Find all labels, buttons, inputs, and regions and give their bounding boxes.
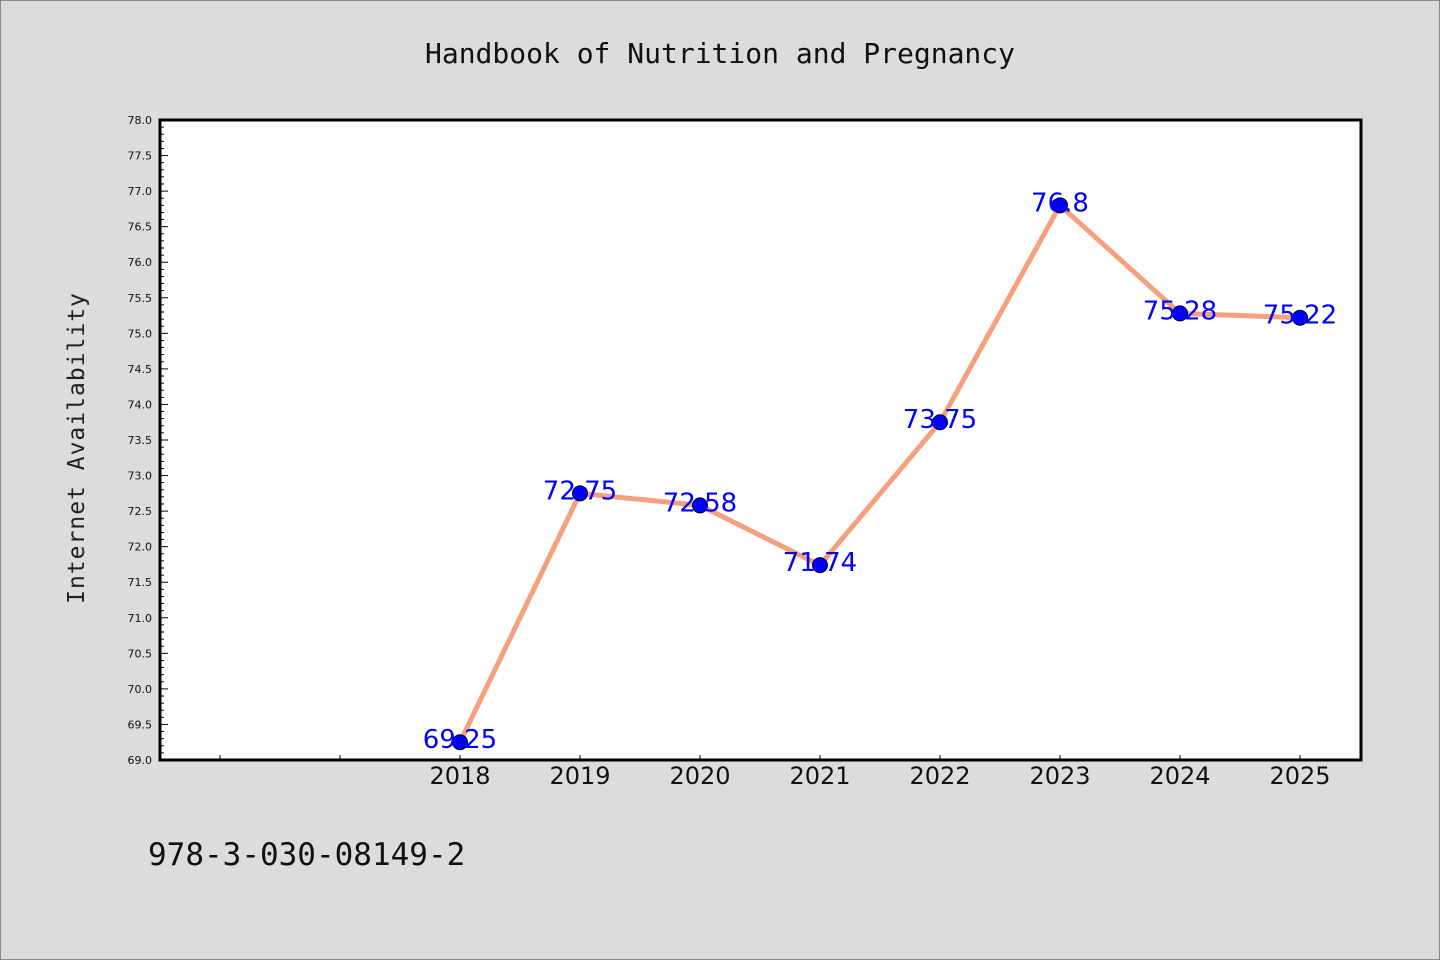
data-point bbox=[932, 414, 948, 431]
x-tick-label: 2019 bbox=[549, 762, 610, 790]
data-point bbox=[692, 497, 708, 514]
x-tick-label: 2023 bbox=[1029, 762, 1090, 790]
y-tick-label: 72.0 bbox=[128, 541, 153, 554]
data-label: 69.25 bbox=[423, 725, 497, 755]
y-tick-label: 74.5 bbox=[128, 363, 153, 376]
data-label: 73.75 bbox=[903, 405, 977, 435]
x-tick-label: 2022 bbox=[909, 762, 970, 790]
series-line bbox=[457, 202, 1303, 745]
y-tick-label: 69.0 bbox=[128, 754, 153, 767]
y-tick-label: 78.0 bbox=[128, 114, 153, 127]
y-tick-label: 71.5 bbox=[128, 576, 153, 589]
data-point bbox=[812, 557, 828, 574]
plot-area bbox=[158, 118, 1363, 762]
series-layer bbox=[452, 197, 1308, 751]
x-tick-label: 2020 bbox=[669, 762, 730, 790]
y-tick-label: 76.5 bbox=[128, 221, 153, 234]
data-label: 75.28 bbox=[1143, 296, 1217, 326]
x-tick-label: 2024 bbox=[1149, 762, 1210, 790]
x-tick-label: 2021 bbox=[789, 762, 850, 790]
y-tick-label: 71.0 bbox=[128, 612, 153, 625]
data-label: 72.75 bbox=[543, 476, 617, 506]
y-axis-label: Internet Availability bbox=[64, 292, 90, 604]
chart-title: Handbook of Nutrition and Pregnancy bbox=[425, 37, 1015, 70]
y-tick-label: 69.5 bbox=[128, 718, 153, 731]
axis-ticks: 69.0 69.5 70.0 70.5 71.0 71.5 72.0 72.5 73.0 73.5… bbox=[128, 114, 1331, 790]
y-tick-label: 72.5 bbox=[128, 505, 153, 518]
data-point bbox=[1292, 309, 1308, 326]
isbn-footer: 978-3-030-08149-2 bbox=[148, 837, 465, 873]
x-tick-label: 2025 bbox=[1269, 762, 1330, 790]
data-point bbox=[1052, 197, 1068, 214]
data-point bbox=[452, 734, 468, 751]
data-point bbox=[1172, 305, 1188, 322]
y-tick-label: 75.0 bbox=[128, 327, 153, 340]
data-label: 72.58 bbox=[663, 488, 737, 518]
data-label: 71.74 bbox=[783, 548, 857, 578]
data-point bbox=[572, 485, 588, 502]
y-tick-label: 70.5 bbox=[128, 647, 153, 660]
data-label: 76.8 bbox=[1031, 188, 1089, 218]
x-tick-label: 2018 bbox=[429, 762, 490, 790]
y-tick-label: 73.5 bbox=[128, 434, 153, 447]
y-tick-label: 74.0 bbox=[128, 398, 153, 411]
y-tick-label: 77.0 bbox=[128, 185, 153, 198]
data-labels: 69.25 72.75 72.58 71.74 73.75 76.8 75.28 75.22 bbox=[423, 188, 1337, 755]
data-label: 75.22 bbox=[1263, 301, 1337, 331]
y-tick-label: 76.0 bbox=[128, 256, 153, 269]
y-tick-label: 77.5 bbox=[128, 150, 153, 163]
y-tick-label: 73.0 bbox=[128, 470, 153, 483]
y-tick-label: 75.5 bbox=[128, 292, 153, 305]
y-tick-label: 70.0 bbox=[128, 683, 153, 696]
